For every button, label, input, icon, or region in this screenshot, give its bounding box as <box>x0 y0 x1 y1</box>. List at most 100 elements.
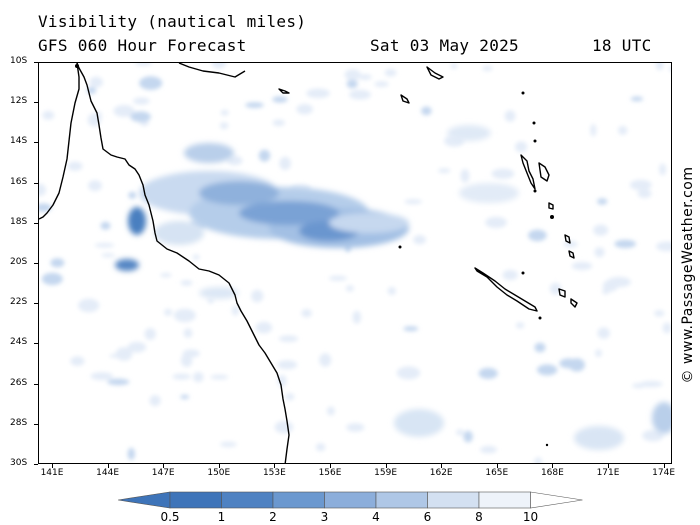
visibility-patch <box>127 447 135 460</box>
visibility-patch <box>128 191 137 199</box>
lon-tick <box>163 464 165 468</box>
visibility-patch <box>346 423 365 432</box>
visibility-patch <box>478 367 498 379</box>
forecast-label: GFS 060 Hour Forecast <box>38 36 247 55</box>
visibility-patch <box>537 364 558 376</box>
lon-label: 144E <box>96 468 120 478</box>
colorbar-label: 10 <box>522 510 539 524</box>
lat-label: 20S <box>10 257 28 267</box>
visibility-patch <box>515 141 528 153</box>
forecast-date: Sat 03 May 2025 <box>370 36 519 55</box>
islands-north <box>278 88 290 94</box>
loyalty-1 <box>558 288 566 298</box>
visibility-patch <box>595 349 602 358</box>
visibility-patch <box>306 88 330 99</box>
visibility-patch <box>88 180 102 192</box>
lon-label: 153E <box>262 468 286 478</box>
visibility-patch <box>602 280 619 292</box>
lon-label: 147E <box>151 468 175 478</box>
colorbar-segment <box>272 491 325 509</box>
visibility-patch <box>90 372 114 381</box>
lat-tick <box>34 303 38 305</box>
colorbar-high-arrow <box>530 491 583 509</box>
colorbar <box>118 491 583 509</box>
visibility-patch <box>491 168 515 179</box>
visibility-patch <box>563 240 578 248</box>
visibility-patch <box>352 310 362 324</box>
visibility-patch <box>396 366 421 380</box>
visibility-patch <box>42 110 55 120</box>
visibility-patch <box>358 74 372 80</box>
lat-tick <box>34 142 38 144</box>
new-caledonia <box>474 267 538 312</box>
visibility-patch <box>78 298 100 313</box>
colorbar-segment <box>427 491 480 509</box>
visibility-patch <box>279 156 291 170</box>
vanuatu-5 <box>568 250 575 259</box>
visibility-patch <box>107 378 130 386</box>
visibility-patch <box>274 420 294 434</box>
visibility-patch <box>659 163 667 176</box>
visibility-patch <box>319 353 332 367</box>
visibility-patch <box>349 89 371 100</box>
visibility-patch <box>655 63 664 71</box>
visibility-patch <box>374 81 389 87</box>
visibility-patch <box>100 221 111 230</box>
visibility-patch <box>460 169 470 183</box>
visibility-patch <box>403 326 419 332</box>
visibility-patch <box>534 457 543 463</box>
visibility-patch <box>251 289 264 303</box>
lon-label: 168E <box>540 468 564 478</box>
visibility-patch <box>502 269 518 281</box>
colorbar-low-arrow <box>118 491 171 509</box>
visibility-patch <box>637 189 652 199</box>
visibility-patch <box>130 111 151 122</box>
credit-text: © www.PassageWeather.com <box>680 166 696 384</box>
visibility-patch <box>662 322 671 334</box>
visibility-patch <box>182 349 200 358</box>
vanuatu-3 <box>548 202 554 210</box>
visibility-patch <box>590 124 597 137</box>
lon-tick <box>274 464 276 468</box>
visibility-patch <box>272 119 285 127</box>
colorbar-label: 3 <box>320 510 329 524</box>
visibility-patch <box>640 381 663 388</box>
visibility-patch <box>277 374 287 387</box>
visibility-patch <box>144 328 156 340</box>
visibility-patch <box>346 79 358 89</box>
visibility-patch <box>272 96 288 103</box>
lon-label: 171E <box>596 468 620 478</box>
visibility-patch <box>50 258 65 268</box>
visibility-patch <box>384 68 397 77</box>
visibility-patch <box>614 239 636 249</box>
vanuatu-2 <box>538 162 550 182</box>
visibility-map <box>39 63 671 463</box>
small-islands <box>75 64 554 447</box>
visibility-patch <box>134 63 152 66</box>
lon-label: 141E <box>40 468 64 478</box>
lon-tick <box>441 464 443 468</box>
solomons-1 <box>426 66 444 80</box>
visibility-patch <box>618 125 628 135</box>
visibility-patch <box>210 374 229 380</box>
visibility-patch <box>656 241 671 252</box>
visibility-patch <box>41 272 63 286</box>
colorbar-segment <box>169 491 222 509</box>
visibility-patch <box>172 373 191 380</box>
visibility-patch <box>220 109 229 116</box>
lat-tick <box>34 62 38 63</box>
visibility-patch <box>559 358 578 369</box>
visibility-patch <box>387 287 396 295</box>
visibility-patch <box>220 441 237 448</box>
lon-tick <box>330 464 331 468</box>
visibility-patch <box>231 305 239 316</box>
new-guinea-coast <box>178 63 246 78</box>
visibility-patch <box>139 76 163 90</box>
lat-tick <box>34 383 38 385</box>
lat-label: 18S <box>10 216 28 227</box>
visibility-patch <box>278 335 299 343</box>
visibility-patch <box>149 395 161 407</box>
lon-label: 174E <box>652 468 676 478</box>
visibility-patch <box>504 110 516 122</box>
map-title: Visibility (nautical miles) <box>38 12 307 31</box>
